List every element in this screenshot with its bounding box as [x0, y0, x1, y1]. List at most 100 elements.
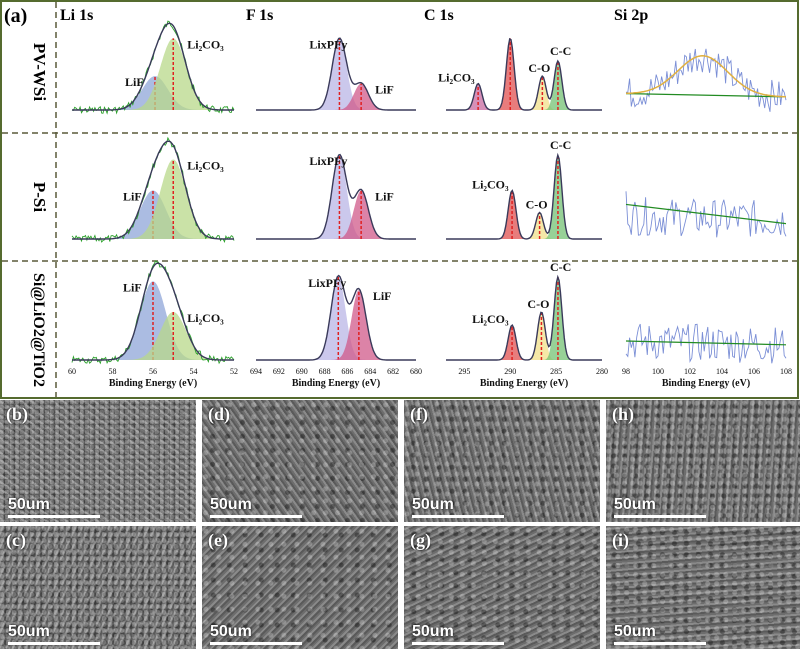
peak-label: LixPFy [309, 37, 347, 51]
scale-bar-label: 50um [8, 496, 50, 513]
component-peak [446, 312, 602, 360]
peak-label: LixPFy [309, 154, 347, 168]
row-label-p-si: P-Si [30, 182, 49, 213]
x-tick-label: 682 [387, 367, 399, 376]
si2p-raw-data [625, 48, 787, 112]
sem-panel-label: (f) [410, 404, 428, 424]
component-peak [72, 38, 234, 110]
envelope-fit [446, 274, 602, 361]
envelope-fit [72, 140, 234, 240]
sem-image-d: (d) 50um [202, 400, 398, 522]
scale-bar-label: 50um [412, 496, 454, 513]
component-peak [446, 83, 602, 110]
x-tick-label: 295 [458, 367, 470, 376]
x-tick-label: 56 [149, 367, 157, 376]
envelope-fit [72, 262, 234, 361]
component-peak [256, 155, 416, 239]
envelope-fit [72, 22, 234, 111]
peak-label: LiF [123, 189, 142, 203]
x-tick-label: 692 [273, 367, 285, 376]
x-tick-label: 104 [716, 367, 728, 376]
peak-label: C-C [550, 138, 571, 152]
component-peak [72, 190, 234, 239]
sem-panel-label: (b) [6, 404, 28, 424]
scale-bar [210, 642, 302, 645]
sem-panel-label: (d) [208, 404, 230, 424]
component-peak [446, 325, 602, 360]
row-label-si-lio2-tio2: Si@LiO2@TiO2 [30, 273, 47, 387]
x-tick-label: 285 [550, 367, 562, 376]
peak-label: Li₂CO₃ [472, 312, 509, 326]
component-peak [72, 311, 234, 360]
scale-bar-label: 50um [412, 623, 454, 640]
scale-bar-label: 50um [210, 496, 252, 513]
raw-data [71, 20, 235, 115]
spectrum-si2p-0 [625, 48, 787, 112]
envelope-fit [256, 153, 416, 240]
sem-image-g: (g) 50um [404, 526, 600, 649]
component-peak [256, 277, 416, 360]
sem-panel-label: (h) [612, 404, 634, 424]
scale-bar [412, 515, 504, 518]
component-peak [256, 38, 416, 110]
scale-bar-label: 50um [614, 623, 656, 640]
sem-panel-label: (g) [410, 530, 431, 550]
spectrum-c1s-2: Li₂CO₃ C-O C-C 295 290 285 280 Binding Energy (… [446, 260, 608, 389]
spectrum-si2p-2: 98 100 102 104 106 108 Binding Energy (eV) [622, 323, 792, 389]
scale-bar [614, 515, 706, 518]
scale-bar-label: 50um [210, 623, 252, 640]
spectrum-li1s-2: LiF Li₂CO₃ 60 58 56 54 52 Binding Energy (eV) [68, 260, 238, 389]
component-peak [446, 190, 602, 239]
sem-image-f: (f) 50um [404, 400, 600, 522]
peak-label: LixPFy [308, 276, 346, 290]
component-peak [446, 212, 602, 239]
envelope-fit [256, 37, 416, 111]
sem-panel-label: (e) [208, 530, 228, 550]
component-peak [446, 277, 602, 360]
component-peak [72, 159, 234, 239]
peak-label: Li₂CO₃ [187, 311, 224, 325]
x-tick-label: 52 [230, 367, 238, 376]
xps-panel: (a) Li 1s F 1s C 1s Si 2p PV-WSi P-Si Si… [0, 0, 799, 399]
si2p-raw-data [625, 191, 787, 238]
sem-image-b: (b) 50um [0, 400, 196, 522]
spectrum-li1s-1: LiF Li₂CO₃ [71, 136, 235, 244]
scale-bar-label: 50um [614, 496, 656, 513]
peak-label: C-O [527, 297, 549, 311]
x-axis-label: Binding Energy (eV) [292, 378, 380, 389]
peak-label: C-C [550, 44, 571, 58]
scale-bar [8, 515, 100, 518]
peak-label: Li₂CO₃ [472, 177, 509, 191]
spectrum-f1s-1: LixPFy LiF [256, 153, 416, 240]
sem-image-h: (h) 50um [606, 400, 800, 522]
component-peak [446, 61, 602, 110]
peak-label: LiF [375, 83, 394, 97]
sem-panel-label: (c) [6, 530, 26, 550]
peak-label: Li₂CO₃ [187, 37, 224, 51]
x-tick-label: 690 [296, 367, 308, 376]
x-tick-label: 60 [68, 367, 76, 376]
sem-image-c: (c) 50um [0, 526, 196, 649]
spectrum-f1s-0: LixPFy LiF [256, 37, 416, 111]
sem-panel-label: (i) [612, 530, 629, 550]
component-peak [446, 155, 602, 239]
si2p-baseline [625, 340, 787, 346]
x-tick-label: 108 [780, 367, 792, 376]
scale-bar [210, 515, 302, 518]
x-tick-label: 54 [190, 367, 198, 376]
x-tick-label: 684 [364, 367, 376, 376]
scale-bar [8, 642, 100, 645]
spectrum-li1s-0: LiF Li₂CO₃ [71, 20, 235, 115]
x-axis-label: Binding Energy (eV) [480, 378, 568, 389]
column-title-c1s: C 1s [424, 7, 454, 24]
peak-label: LiF [123, 280, 142, 294]
scale-bar [614, 642, 706, 645]
peak-label: Li₂CO₃ [187, 159, 224, 173]
peak-label: LiF [373, 289, 392, 303]
peak-label: C-O [528, 61, 550, 75]
row-label-pv-wsi: PV-WSi [30, 43, 49, 102]
spectra-group: LiF Li₂CO₃ LiF Li₂CO₃ LiF Li₂CO₃ 60 58 56 54 52 Bin… [68, 20, 792, 389]
envelope-fit [446, 37, 602, 111]
x-tick-label: 688 [319, 367, 331, 376]
peak-label: LiF [125, 75, 144, 89]
